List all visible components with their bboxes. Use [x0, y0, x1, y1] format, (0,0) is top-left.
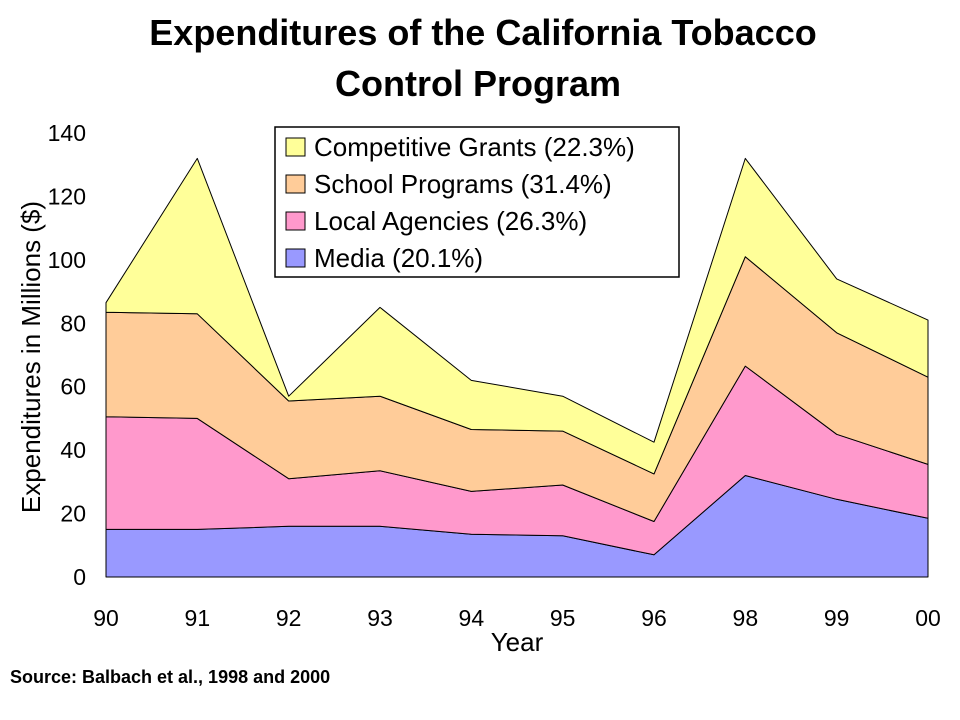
- legend-label: School Programs (31.4%): [314, 169, 612, 199]
- x-tick-label: 00: [915, 605, 941, 631]
- legend-label: Media (20.1%): [314, 243, 483, 273]
- y-tick-label: 120: [48, 183, 86, 209]
- x-tick-label: 96: [641, 605, 667, 631]
- x-tick-label: 94: [459, 605, 485, 631]
- y-tick-label: 140: [48, 120, 86, 146]
- x-tick-label: 99: [824, 605, 850, 631]
- legend: Competitive Grants (22.3%) School Program…: [274, 126, 680, 278]
- y-tick-label: 20: [60, 501, 86, 527]
- y-tick-label: 80: [60, 310, 86, 336]
- legend-box: [274, 126, 680, 278]
- x-axis: 90 91 92 93 94 95 96 98 99 00: [93, 605, 941, 631]
- legend-swatch: [285, 137, 306, 157]
- legend-swatch: [285, 211, 306, 231]
- area-series-4: [105, 157, 929, 475]
- y-tick-label: 40: [60, 437, 86, 463]
- legend-label: Local Agencies (26.3%): [314, 206, 587, 236]
- legend-swatch: [285, 174, 306, 194]
- x-tick-label: 91: [185, 605, 211, 631]
- source-note: Source: Balbach et al., 1998 and 2000: [10, 667, 330, 687]
- chart-title-line-1: Expenditures of the California Tobacco: [149, 12, 816, 53]
- x-tick-label: 92: [276, 605, 302, 631]
- legend-label: Competitive Grants (22.3%): [314, 132, 635, 162]
- y-tick-label: 60: [60, 374, 86, 400]
- x-tick-label: 90: [93, 605, 119, 631]
- x-axis-label: Year: [491, 627, 544, 657]
- y-axis: 0 20 40 60 80 100 120 140: [48, 120, 86, 590]
- chart-title-line-2: Control Program: [335, 63, 621, 104]
- x-tick-label: 93: [367, 605, 393, 631]
- y-tick-label: 100: [48, 247, 86, 273]
- y-tick-label: 0: [73, 564, 86, 590]
- x-tick-label: 98: [733, 605, 759, 631]
- y-axis-label: Expenditures in Millions ($): [16, 201, 46, 513]
- x-tick-label: 95: [550, 605, 576, 631]
- legend-swatch: [285, 248, 306, 268]
